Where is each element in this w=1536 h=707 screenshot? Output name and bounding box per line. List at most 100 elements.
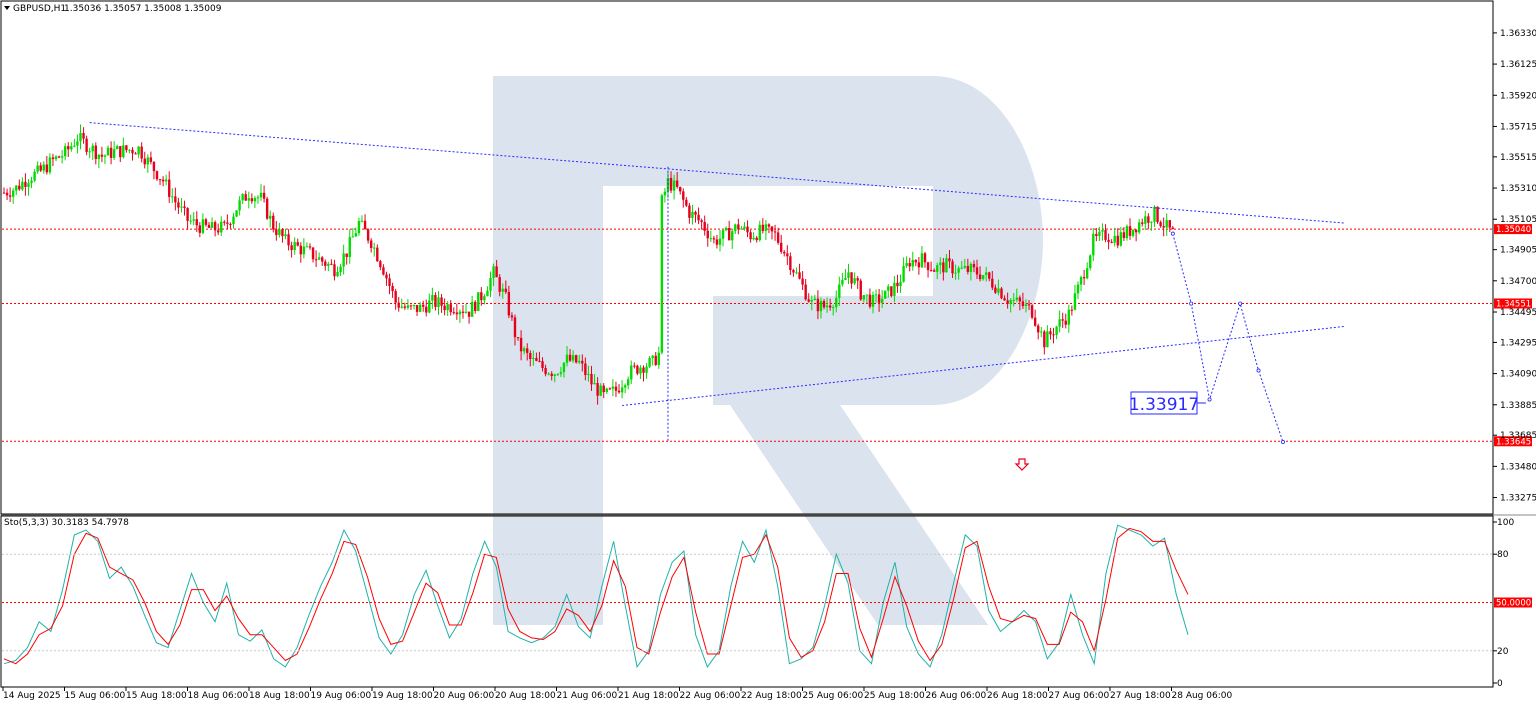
candle-bull — [464, 311, 468, 313]
candle-bull — [79, 133, 82, 142]
candle-bear — [972, 263, 976, 268]
candle-bear — [67, 146, 70, 150]
candle-bear — [498, 277, 501, 292]
candle-bear — [581, 360, 584, 364]
forecast-node — [1256, 368, 1261, 373]
candle-bull — [1150, 221, 1153, 223]
candle-bear — [816, 298, 820, 312]
candle-bear — [926, 262, 930, 271]
down-arrow-icon — [1014, 458, 1030, 471]
candle-bull — [128, 149, 131, 151]
candle-bull — [553, 374, 556, 376]
stochastic-main-line — [3, 524, 1189, 669]
candle-bull — [587, 373, 590, 376]
candle-bear — [131, 149, 134, 154]
candle-bull — [342, 253, 345, 267]
price-axis-label: 1.35310 — [1500, 184, 1536, 194]
candle-bull — [201, 219, 205, 233]
candle-bull — [731, 231, 734, 241]
price-axis-label: 1.33275 — [1500, 494, 1536, 504]
candle-bull — [626, 379, 630, 386]
candle-bull — [984, 272, 988, 276]
candle-bull — [1101, 230, 1104, 232]
candle-bear — [535, 357, 538, 361]
time-axis-label: 18 Aug 18:00 — [249, 691, 310, 701]
candle-bear — [39, 165, 42, 171]
candle-bear — [250, 198, 254, 202]
candle-bear — [669, 177, 673, 191]
candle-bear — [333, 264, 336, 277]
candle-bull — [639, 367, 642, 374]
candle-bull — [887, 286, 890, 291]
candle-bear — [1095, 233, 1098, 236]
candle-bear — [385, 274, 388, 279]
candle-bull — [33, 171, 36, 181]
candle-bear — [290, 245, 293, 251]
symbol-dropdown-icon[interactable] — [4, 6, 10, 10]
candle-bear — [1156, 206, 1159, 223]
candle-bull — [1165, 220, 1168, 228]
candle-bull — [317, 257, 321, 260]
candle-bear — [143, 158, 146, 165]
candle-bull — [1067, 309, 1071, 325]
candle-bull — [764, 224, 768, 231]
candle-bull — [36, 165, 39, 172]
candle-bear — [988, 272, 991, 279]
candle-bear — [272, 215, 275, 230]
candle-bear — [452, 312, 455, 314]
candle-bull — [486, 290, 489, 297]
candle-bull — [547, 373, 550, 375]
candle-bear — [1110, 241, 1113, 243]
candle-bear — [1162, 226, 1165, 228]
stochastic-signal-line — [3, 527, 1189, 665]
candle-bull — [997, 288, 1000, 293]
candle-bear — [1049, 331, 1052, 335]
candle-bull — [1055, 326, 1058, 335]
candle-bull — [189, 220, 192, 222]
candle-bull — [483, 296, 486, 301]
price-axis-label: 1.33885 — [1500, 401, 1536, 411]
price-axis-label: 1.35715 — [1500, 122, 1536, 132]
candle-bull — [220, 221, 223, 233]
candle-bull — [939, 262, 942, 266]
candle-bear — [262, 192, 266, 199]
candle-bull — [810, 300, 813, 302]
time-axis-label: 21 Aug 18:00 — [618, 691, 679, 701]
candle-bull — [54, 156, 58, 160]
candle-bull — [1098, 231, 1101, 236]
candle-bear — [198, 225, 202, 233]
candle-bear — [737, 224, 740, 230]
candle-bear — [504, 288, 508, 292]
candle-bull — [477, 292, 480, 311]
candle-bear — [161, 179, 165, 182]
candle-bear — [177, 202, 180, 208]
candle-bear — [18, 185, 21, 190]
candle-bull — [721, 230, 725, 239]
candle-bull — [1009, 299, 1012, 304]
candle-bear — [908, 263, 911, 267]
stochastic-label: Sto(5,3,3) 30.3183 54.7978 — [4, 518, 129, 528]
candle-bear — [929, 270, 933, 272]
candle-bull — [1092, 233, 1095, 256]
candle-bear — [94, 145, 97, 160]
candle-bull — [819, 300, 823, 312]
watermark-logo — [493, 76, 1043, 625]
candle-bear — [1104, 230, 1107, 240]
candle-bear — [1168, 220, 1171, 228]
candle-bull — [1024, 304, 1028, 307]
candle-bear — [951, 261, 954, 274]
price-panel-frame — [0, 0, 1494, 515]
candle-bear — [480, 292, 483, 301]
candle-bear — [1043, 331, 1046, 348]
candle-bear — [394, 291, 397, 303]
candle-bull — [1079, 277, 1083, 285]
price-axis-label: 1.34090 — [1500, 370, 1536, 380]
candle-bull — [691, 211, 694, 218]
candle-bull — [1113, 235, 1116, 243]
candle-bear — [761, 224, 765, 231]
candle-bear — [966, 266, 970, 272]
candle-bull — [446, 304, 449, 311]
candle-bear — [244, 194, 247, 201]
candle-bull — [1058, 319, 1061, 327]
